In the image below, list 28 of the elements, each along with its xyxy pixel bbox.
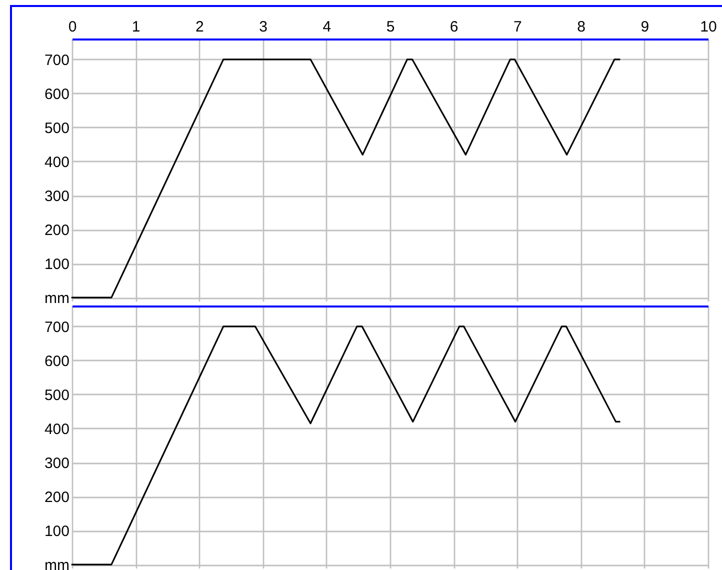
y-tick-label: 200 bbox=[44, 222, 70, 240]
y-tick-label: 100 bbox=[44, 256, 70, 274]
x-tick-label: 4 bbox=[322, 18, 332, 36]
x-tick-label: 10 bbox=[700, 18, 717, 36]
y-tick-label: 200 bbox=[44, 489, 70, 506]
y-tick-label: 300 bbox=[44, 188, 70, 206]
y-tick-label: 300 bbox=[44, 455, 70, 472]
x-tick-label: 8 bbox=[577, 18, 586, 36]
x-tick-label: 7 bbox=[514, 18, 522, 36]
y-tick-label: 700 bbox=[44, 318, 70, 336]
x-tick-label: 6 bbox=[450, 18, 458, 36]
x-tick-label: 1 bbox=[132, 18, 140, 36]
y-tick-label: 400 bbox=[44, 420, 70, 438]
x-tick-label: 9 bbox=[640, 18, 650, 36]
y-tick-label: mm bbox=[44, 557, 70, 570]
x-tick-label: 5 bbox=[386, 18, 395, 36]
y-tick-label: 600 bbox=[44, 86, 70, 103]
y-tick-label: 600 bbox=[44, 352, 70, 370]
y-tick-label: 400 bbox=[44, 154, 70, 171]
y-tick-label: 700 bbox=[44, 52, 70, 69]
line-series bbox=[71, 326, 620, 566]
y-tick-label: 500 bbox=[44, 386, 70, 404]
y-tick-label: 100 bbox=[44, 523, 70, 540]
x-tick-label: 3 bbox=[259, 18, 268, 36]
x-tick-label: 2 bbox=[196, 18, 204, 36]
x-tick-label: 0 bbox=[68, 18, 77, 36]
y-tick-label: mm bbox=[44, 290, 70, 308]
y-tick-label: 500 bbox=[44, 120, 70, 137]
